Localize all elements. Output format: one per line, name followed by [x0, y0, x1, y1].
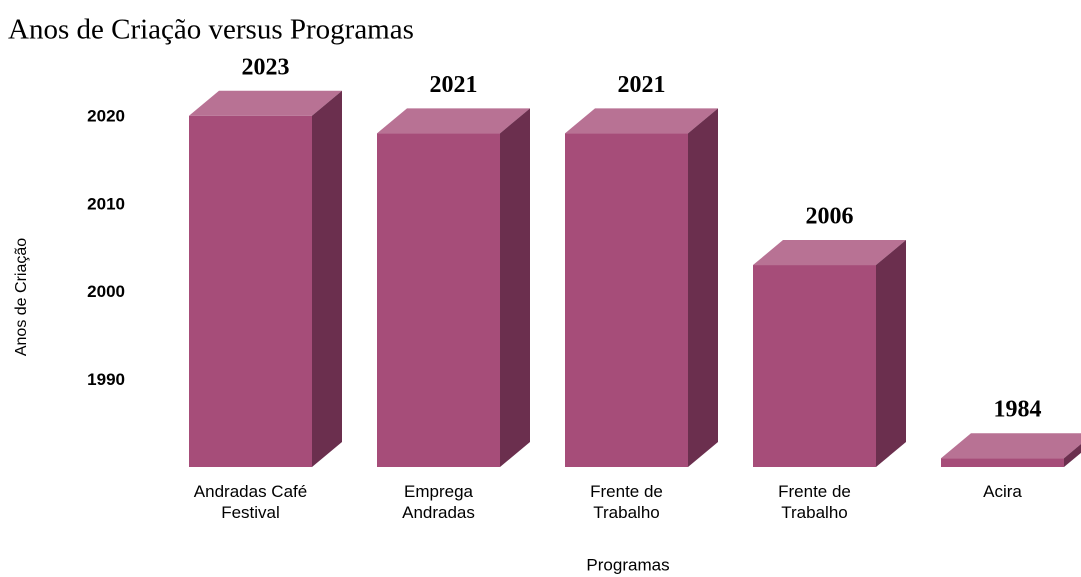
value-label: 2021	[430, 72, 478, 98]
bar-top	[565, 108, 718, 134]
x-tick-label: Andradas Café Festival	[193, 482, 308, 522]
bar	[377, 133, 500, 467]
value-label: 2021	[618, 72, 666, 98]
bar-side	[876, 240, 906, 467]
y-tick-label: 2020	[87, 107, 125, 126]
bar-side	[500, 108, 530, 467]
bar-side	[312, 90, 342, 467]
bar	[189, 115, 312, 467]
y-tick-label: 1990	[87, 370, 125, 389]
y-axis-label: Anos de Criação	[13, 238, 30, 356]
value-label: 1984	[994, 397, 1042, 423]
bar-top	[377, 108, 530, 134]
bar	[565, 133, 688, 467]
x-tick-label: Emprega Andradas	[402, 482, 475, 522]
bar-top	[753, 240, 906, 266]
x-tick-label: Frente de Trabalho	[590, 482, 663, 522]
y-tick-label: 2000	[87, 282, 125, 301]
value-label: 2023	[242, 54, 290, 80]
y-tick-label: 2010	[87, 194, 125, 213]
bar	[753, 265, 876, 467]
x-axis-label: Programas	[586, 555, 669, 574]
bar-top	[189, 90, 342, 116]
x-tick-label: Acira	[983, 482, 1022, 501]
value-label: 2006	[806, 204, 854, 230]
bar-side	[1064, 444, 1081, 467]
bar	[941, 458, 1064, 467]
bar-side	[688, 108, 718, 467]
chart-title: Anos de Criação versus Programas	[8, 14, 414, 46]
bar-top	[941, 433, 1081, 459]
x-tick-label: Frente de Trabalho	[778, 482, 851, 522]
